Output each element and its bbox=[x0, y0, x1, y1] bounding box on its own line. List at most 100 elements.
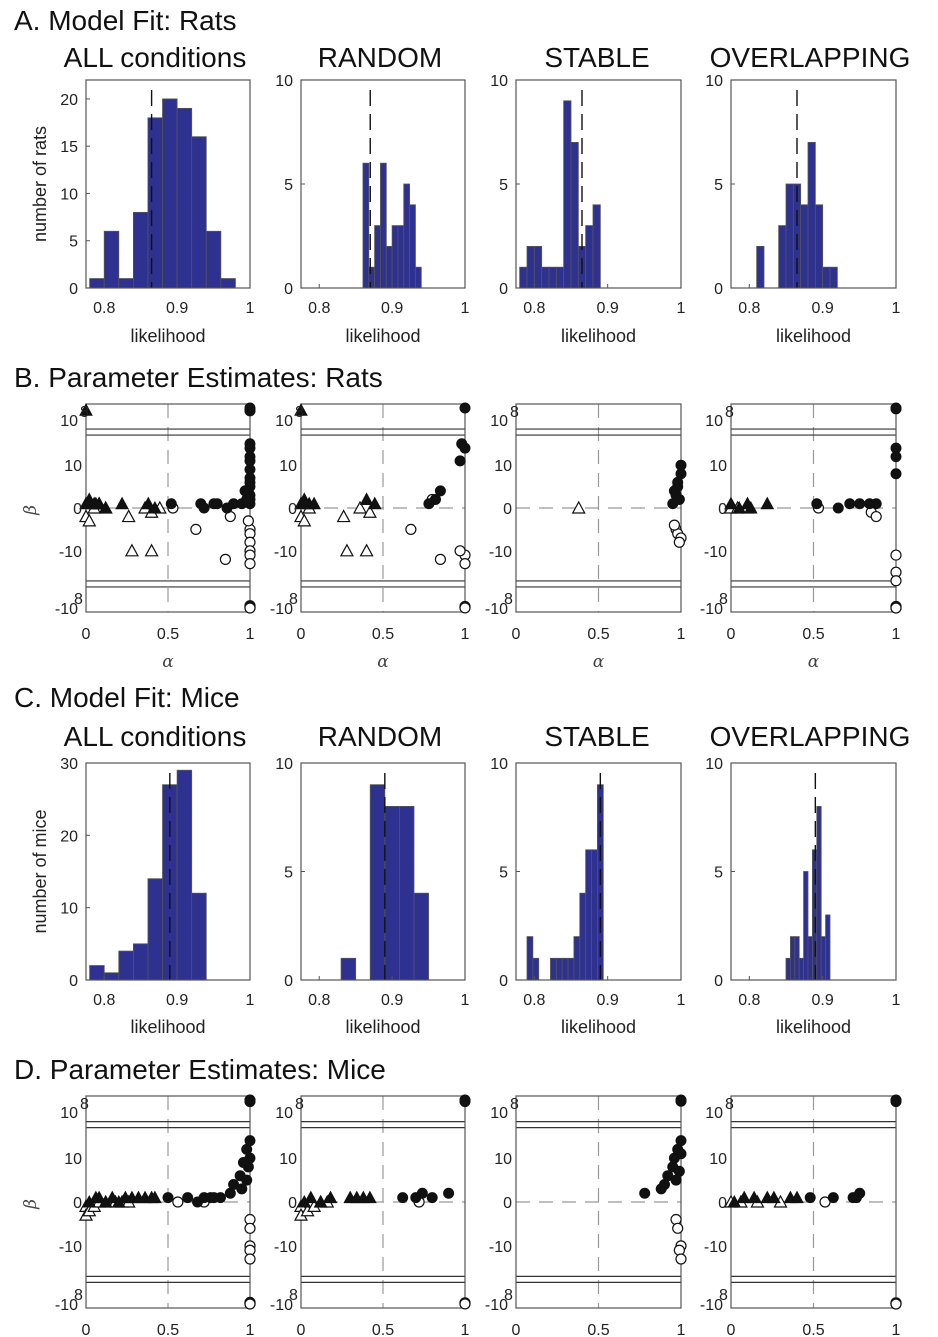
panel-c-0-bar bbox=[132, 943, 149, 981]
panel-a-0-frame bbox=[85, 79, 251, 289]
panel-c-2-bar bbox=[555, 957, 563, 981]
panel-a-0-bar bbox=[147, 117, 163, 289]
panel-b-ylabel: β bbox=[21, 505, 41, 516]
panel-b-2-open-circle-marker bbox=[668, 519, 681, 531]
panel-b-3-ytick-lower-exp: 8 bbox=[719, 591, 728, 608]
panel-b-1-open-triangle-marker bbox=[362, 505, 377, 518]
panel-a-0-ytick: 15 bbox=[60, 139, 78, 156]
panel-a-1-bar bbox=[409, 204, 416, 289]
panel-a-1-title: RANDOM bbox=[318, 42, 442, 73]
panel-b-0-ytick: 0 bbox=[73, 501, 82, 518]
panel-d-0-ytick-lower-exp: 8 bbox=[74, 1287, 83, 1304]
panel-b-3-ytick: -10 bbox=[704, 544, 727, 561]
panel-a-1-bar bbox=[403, 183, 411, 289]
panel-d-0-xtick: 0.5 bbox=[157, 1322, 179, 1337]
panel-a-3-bar bbox=[814, 204, 824, 289]
panel-d-0-filled-triangle-marker bbox=[148, 1190, 162, 1204]
panel-d-0-filled-triangle-marker bbox=[105, 1190, 120, 1204]
panel-d-1-filled-triangle-marker bbox=[363, 1190, 377, 1204]
panel-c-2-xlabel: likelihood bbox=[561, 1017, 636, 1037]
panel-a-0-ytick: 5 bbox=[69, 234, 78, 251]
panel-b-2-xtick: 0.5 bbox=[587, 626, 609, 643]
panel-a-3-bar bbox=[800, 204, 809, 289]
panel-b-3-xlabel: α bbox=[808, 652, 820, 672]
panel-d-1-ytick-lower-exp: 8 bbox=[289, 1287, 298, 1304]
panel-b-1-open-triangle-marker bbox=[339, 543, 354, 557]
panel-a-2-xlabel: likelihood bbox=[561, 326, 636, 346]
panel-d-1-filled-triangle-marker bbox=[303, 1190, 318, 1204]
panel-d-3-ytick: 0 bbox=[718, 1195, 727, 1212]
panel-d-2-filled-circle-marker bbox=[675, 1148, 687, 1160]
panel-b-2-xtick: 0 bbox=[512, 626, 521, 643]
panel-c-3-xtick: 0.8 bbox=[738, 992, 760, 1009]
panel-c-0-xtick: 0.8 bbox=[93, 992, 115, 1009]
panel-d-1-open-circle-marker bbox=[459, 1298, 471, 1310]
panel-b-3-xtick: 1 bbox=[892, 626, 901, 643]
panel-d-ylabel: β bbox=[21, 1199, 41, 1210]
panel-a-0-bar bbox=[162, 98, 178, 289]
panel-d-2-frame bbox=[515, 1095, 682, 1309]
panel-d-0-filled-circle-marker bbox=[244, 1152, 256, 1164]
panel-c-3-ytick: 0 bbox=[714, 973, 723, 990]
panel-d-0-ytick-lower: -10 bbox=[55, 1297, 78, 1314]
panel-d-3-filled-triangle-marker bbox=[727, 1194, 742, 1208]
panel-b-0-xlabel: α bbox=[162, 652, 174, 672]
panel-b-1-filled-triangle-marker bbox=[359, 492, 374, 505]
panel-c-2-bar bbox=[567, 957, 575, 981]
panel-a-0-xtick: 1 bbox=[246, 300, 255, 317]
panel-c-ylabel: number of mice bbox=[30, 809, 50, 933]
panel-b-1-filled-circle-marker bbox=[429, 493, 441, 505]
panel-a-0-bar bbox=[89, 278, 105, 289]
panel-b-0-filled-triangle-marker bbox=[79, 403, 93, 416]
panel-b-2-ytick: 10 bbox=[494, 458, 512, 475]
panel-a-1-ytick: 5 bbox=[284, 177, 293, 194]
panel-c-3-bar bbox=[790, 936, 796, 981]
panel-b-0-filled-circle-marker bbox=[211, 498, 223, 510]
panel-c-0-ytick: 30 bbox=[60, 756, 78, 773]
panel-c-0-xlabel: likelihood bbox=[130, 1017, 205, 1037]
panel-b-1-filled-circle-marker bbox=[459, 402, 471, 414]
panel-c-1-ytick: 5 bbox=[284, 865, 293, 882]
panel-b-1-open-circle-marker bbox=[459, 602, 471, 614]
panel-b-2-filled-circle-marker bbox=[675, 459, 687, 471]
panel-c-2-xtick: 1 bbox=[677, 992, 686, 1009]
panel-c-0-frame bbox=[85, 762, 251, 981]
panel-a-3-bar bbox=[807, 141, 816, 289]
panel-a-1-bar bbox=[397, 225, 405, 289]
panel-a-0-bar bbox=[132, 211, 149, 289]
panel-a-1-xlabel: likelihood bbox=[345, 326, 420, 346]
panel-d-1-filled-triangle-marker bbox=[313, 1194, 328, 1208]
panel-d-2-open-circle-marker bbox=[672, 1222, 684, 1234]
panel-d-0-ytick-upper-exp: 8 bbox=[80, 1096, 89, 1113]
panel-b-2-ytick-lower-exp: 8 bbox=[504, 591, 513, 608]
panel-b-1-open-triangle-marker bbox=[353, 500, 368, 514]
panel-d-2-xtick: 0.5 bbox=[587, 1322, 609, 1337]
panel-b-0-xtick: 0 bbox=[82, 626, 91, 643]
panel-d-0-filled-circle-marker bbox=[241, 1174, 253, 1186]
panel-c-1-ytick: 0 bbox=[284, 973, 293, 990]
panel-b-0-filled-circle-marker bbox=[198, 502, 210, 514]
panel-a-3-xtick: 0.8 bbox=[738, 300, 760, 317]
panel-d-1-filled-circle-marker bbox=[443, 1187, 455, 1199]
panel-a-1-ytick: 0 bbox=[284, 281, 293, 298]
panel-b-1-open-triangle-marker bbox=[359, 543, 374, 557]
panel-d-2-xtick: 1 bbox=[677, 1322, 686, 1337]
panel-d-0-filled-circle-marker bbox=[236, 1183, 248, 1195]
panel-d-2-ytick-upper-exp: 8 bbox=[510, 1096, 519, 1113]
panel-a-2-bar bbox=[541, 266, 550, 289]
panel-d-0-ytick-upper: 10 bbox=[60, 1105, 78, 1122]
panel-a-2-bar bbox=[555, 266, 565, 289]
panel-b-3-filled-circle-marker bbox=[832, 502, 844, 514]
panel-d-3-ytick-lower-exp: 8 bbox=[719, 1287, 728, 1304]
panel-b-1-filled-triangle-marker bbox=[307, 496, 321, 510]
panel-b-2-xtick: 1 bbox=[677, 626, 686, 643]
panel-b-3-open-circle-marker bbox=[890, 549, 902, 561]
panel-d-0-filled-circle-marker bbox=[244, 1135, 256, 1147]
panel-b-1-open-triangle-marker bbox=[297, 513, 312, 527]
panel-c-1-xtick: 0.8 bbox=[308, 992, 330, 1009]
panel-c-0-title: ALL conditions bbox=[64, 721, 247, 752]
panel-b-0-filled-triangle-marker bbox=[88, 496, 103, 510]
panel-d-0-filled-circle-marker bbox=[182, 1192, 194, 1204]
panel-a-0-bar bbox=[191, 136, 207, 289]
panel-b-0-open-triangle-marker bbox=[121, 509, 136, 523]
